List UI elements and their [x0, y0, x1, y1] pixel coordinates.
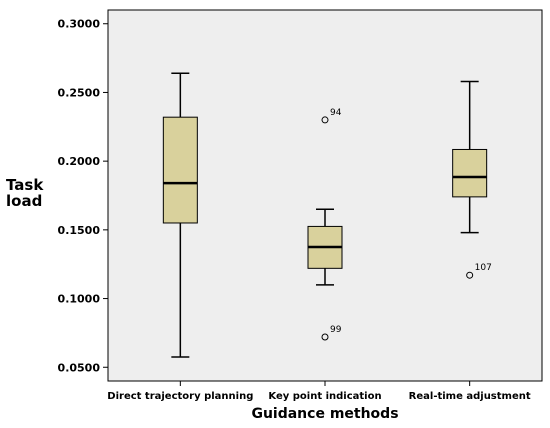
outlier-label: 107: [475, 263, 492, 273]
outlier-point: [321, 333, 329, 341]
x-category-label: Real-time adjustment: [409, 391, 531, 402]
outlier-point: [466, 271, 474, 279]
y-axis-title-line1: Task: [6, 176, 44, 194]
boxes-group: 94 99 107: [162, 72, 492, 358]
box-2: 94 99: [307, 108, 343, 341]
iqr-box: [162, 116, 198, 224]
outlier-point: [321, 116, 329, 124]
y-tick-label: 0.2500: [58, 86, 101, 99]
iqr-box: [452, 148, 488, 198]
x-category-label: Key point indication: [268, 391, 381, 402]
y-tick-label: 0.1500: [58, 224, 101, 237]
x-axis-title: Guidance methods: [251, 406, 398, 422]
outlier-label: 99: [330, 325, 342, 335]
box-1: [162, 72, 198, 358]
y-tick-label: 0.1000: [58, 293, 101, 306]
y-tick-label: 0.0500: [58, 361, 101, 374]
outlier-label: 94: [330, 108, 342, 118]
y-tick-label: 0.2000: [58, 155, 101, 168]
y-axis-title-line2: load: [6, 192, 42, 210]
y-axis: 0.0500 0.1000 0.1500 0.2000 0.2500 0.3000: [58, 18, 108, 374]
x-category-label: Direct trajectory planning: [107, 391, 253, 402]
x-axis: Direct trajectory planning Key point indi…: [107, 381, 531, 402]
box-3: 107: [452, 80, 492, 279]
y-tick-label: 0.3000: [58, 18, 101, 31]
